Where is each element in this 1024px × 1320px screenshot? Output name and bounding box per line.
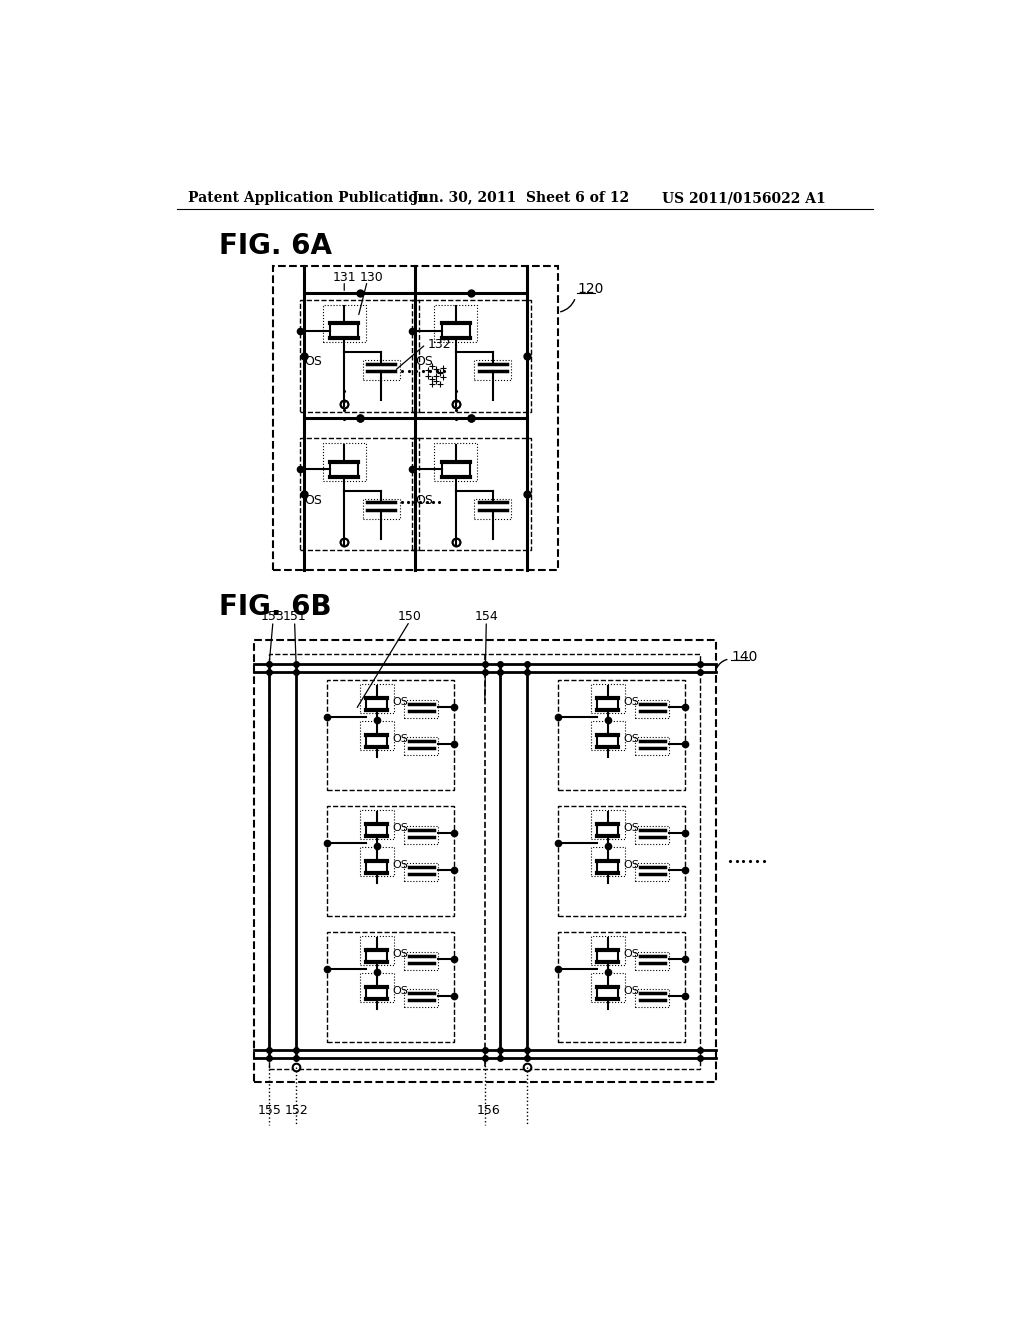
Bar xyxy=(404,825,438,843)
Text: OS: OS xyxy=(392,697,408,708)
Bar xyxy=(635,989,669,1007)
Bar xyxy=(359,847,393,875)
Text: 151: 151 xyxy=(283,610,306,623)
Text: OS: OS xyxy=(304,494,322,507)
Text: OS: OS xyxy=(304,355,322,368)
Bar xyxy=(359,684,393,713)
Text: 156: 156 xyxy=(477,1104,501,1117)
Bar xyxy=(254,640,716,1082)
Text: OS: OS xyxy=(416,494,433,507)
Bar xyxy=(327,932,454,1043)
Text: 131: 131 xyxy=(333,271,356,284)
Bar xyxy=(591,936,625,965)
Bar xyxy=(635,825,669,843)
Bar xyxy=(635,862,669,880)
Bar xyxy=(404,700,438,718)
Text: 130: 130 xyxy=(359,271,383,284)
Bar xyxy=(591,847,625,875)
Bar xyxy=(591,810,625,838)
Text: 152: 152 xyxy=(285,1104,308,1117)
Bar xyxy=(404,952,438,970)
Bar xyxy=(404,989,438,1007)
Text: OS: OS xyxy=(392,822,408,833)
Text: 120: 120 xyxy=(578,282,603,296)
Bar xyxy=(412,300,531,412)
Bar xyxy=(635,700,669,718)
Text: Jun. 30, 2011  Sheet 6 of 12: Jun. 30, 2011 Sheet 6 of 12 xyxy=(412,191,629,206)
Bar xyxy=(269,653,700,1069)
Text: OS: OS xyxy=(392,986,408,995)
Bar xyxy=(362,360,399,380)
Bar xyxy=(323,444,366,480)
Bar xyxy=(434,305,477,342)
Text: 153: 153 xyxy=(261,610,285,623)
Text: FIG. 6B: FIG. 6B xyxy=(219,594,332,622)
Text: FIG. 6A: FIG. 6A xyxy=(219,231,332,260)
Bar xyxy=(359,721,393,750)
Text: OS: OS xyxy=(623,949,639,958)
Text: 132: 132 xyxy=(427,338,451,351)
Text: OS: OS xyxy=(623,822,639,833)
Text: US 2011/0156022 A1: US 2011/0156022 A1 xyxy=(662,191,825,206)
Text: Patent Application Publication: Patent Application Publication xyxy=(188,191,428,206)
Bar xyxy=(404,862,438,880)
Bar xyxy=(273,267,558,570)
Bar xyxy=(474,360,511,380)
Bar xyxy=(558,805,685,916)
Text: OS: OS xyxy=(416,355,433,368)
Bar xyxy=(300,300,419,412)
Bar xyxy=(327,805,454,916)
Bar xyxy=(359,810,393,838)
Text: 150: 150 xyxy=(397,610,422,623)
Text: 154: 154 xyxy=(474,610,498,623)
Bar xyxy=(558,680,685,791)
Bar xyxy=(327,680,454,791)
Bar xyxy=(359,936,393,965)
Bar xyxy=(434,444,477,480)
Bar xyxy=(359,973,393,1002)
Bar xyxy=(362,499,399,519)
Bar xyxy=(404,737,438,755)
Text: OS: OS xyxy=(392,859,408,870)
Bar xyxy=(635,952,669,970)
Text: OS: OS xyxy=(392,949,408,958)
Text: OS: OS xyxy=(623,986,639,995)
Text: OS: OS xyxy=(392,734,408,744)
Bar xyxy=(558,932,685,1043)
Bar xyxy=(591,721,625,750)
Text: 140: 140 xyxy=(731,651,758,664)
Bar xyxy=(591,684,625,713)
Bar xyxy=(323,305,366,342)
Text: OS: OS xyxy=(623,734,639,744)
Bar xyxy=(591,973,625,1002)
Text: OS: OS xyxy=(623,859,639,870)
Bar xyxy=(300,438,419,550)
Bar xyxy=(412,438,531,550)
Bar xyxy=(635,737,669,755)
Text: OS: OS xyxy=(623,697,639,708)
Text: 155: 155 xyxy=(257,1104,282,1117)
Bar xyxy=(474,499,511,519)
